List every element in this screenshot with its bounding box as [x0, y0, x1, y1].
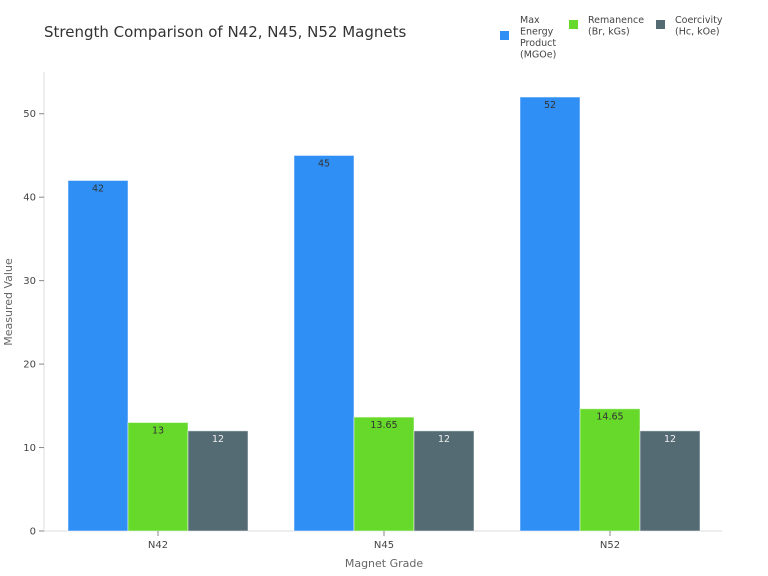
bar	[127, 422, 189, 532]
bar	[519, 96, 581, 532]
y-axis-label: Measured Value	[2, 258, 15, 346]
y-tick-label: 0	[30, 527, 36, 538]
bar	[187, 430, 249, 532]
legend-swatch	[569, 20, 578, 29]
bar	[639, 430, 701, 532]
legend-label: (MGOe)	[520, 50, 556, 61]
legend-label: (Br, kGs)	[588, 27, 630, 38]
y-tick-label: 40	[23, 193, 36, 204]
legend-label: (Hc, kOe)	[675, 27, 720, 38]
x-tick-label: N52	[600, 540, 620, 551]
data-label: 42	[92, 183, 104, 194]
y-tick-label: 30	[23, 276, 36, 287]
x-tick-label: N42	[148, 540, 168, 551]
y-tick-label: 20	[23, 360, 36, 371]
y-tick-label: 50	[23, 109, 36, 120]
legend-label: Remanence	[588, 15, 644, 26]
data-label: 45	[318, 158, 330, 169]
legend-label: Energy	[520, 27, 554, 38]
y-tick-label: 10	[23, 443, 36, 454]
data-label: 14.65	[596, 412, 623, 423]
legend-swatch	[500, 31, 509, 40]
data-label: 12	[212, 434, 224, 445]
bar	[579, 408, 641, 532]
bar	[67, 179, 129, 532]
legend-label: Product	[520, 38, 556, 49]
data-label: 12	[438, 434, 450, 445]
data-label: 13	[152, 426, 164, 437]
chart-title: Strength Comparison of N42, N45, N52 Mag…	[44, 23, 406, 41]
data-label: 13.65	[370, 420, 397, 431]
bar	[413, 430, 475, 532]
bar	[353, 416, 415, 532]
legend-swatch	[656, 20, 665, 29]
data-label: 12	[664, 434, 676, 445]
x-axis-label: Magnet Grade	[345, 557, 424, 570]
x-tick-label: N45	[374, 540, 394, 551]
data-label: 52	[544, 100, 556, 111]
legend-label: Coercivity	[675, 15, 723, 26]
bar	[293, 154, 355, 532]
legend-label: Max	[520, 15, 540, 26]
